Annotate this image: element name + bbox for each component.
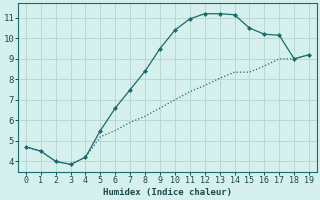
X-axis label: Humidex (Indice chaleur): Humidex (Indice chaleur) xyxy=(103,188,232,197)
